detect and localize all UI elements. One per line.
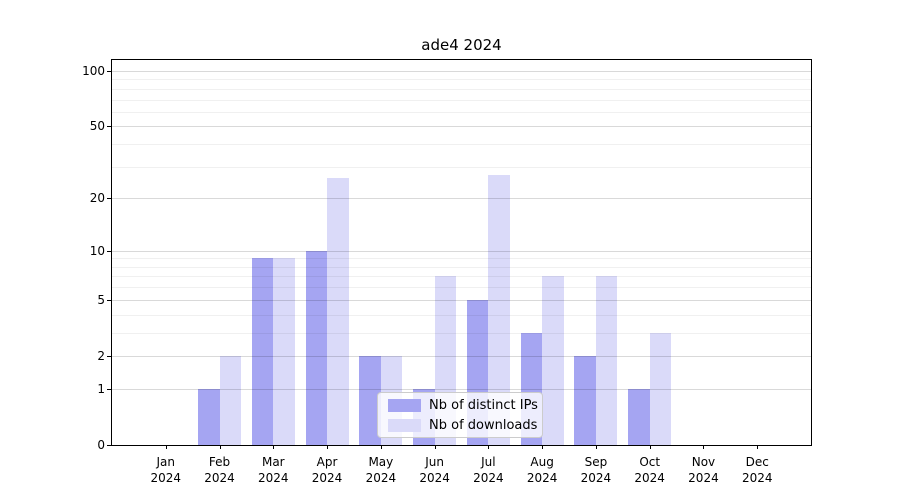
x-tick-mark (703, 445, 705, 449)
x-tick-label: Nov 2024 (688, 455, 719, 485)
y-tick-label: 5 (97, 292, 105, 307)
x-tick-mark (488, 445, 490, 449)
gridline-minor (112, 166, 811, 168)
gridline-major (112, 388, 811, 390)
bar-nb-of-downloads (649, 332, 672, 445)
x-tick-mark (165, 445, 167, 449)
legend-swatch-distinct-ips (388, 398, 421, 412)
y-tick-mark (107, 126, 111, 128)
ticks-layer: 0 1 2 5 10 20 50 100 Jan 2024 Feb 2024 Mar 2024 Apr 202… (82, 60, 811, 485)
x-tick-label: Jul 2024 (473, 455, 504, 485)
bar-nb-of-downloads (542, 276, 564, 445)
y-tick-mark (107, 250, 111, 252)
y-tick-mark (107, 70, 111, 72)
gridline-minor (112, 79, 811, 81)
gridline-major (112, 355, 811, 357)
grid-layer (112, 60, 811, 445)
gridline-major (112, 299, 811, 301)
x-tick-label: Sep 2024 (580, 455, 612, 485)
gridline-minor (112, 276, 811, 278)
plot-area: 0 1 2 5 10 20 50 100 Jan 2024 Feb 2024 Mar 2024 Apr 202… (82, 59, 812, 485)
bar-nb-of-downloads (219, 355, 242, 445)
x-tick-mark (542, 445, 544, 449)
gridline-major (112, 250, 811, 252)
bar-nb-of-distinct-ips (305, 250, 328, 445)
gridline-minor (112, 99, 811, 101)
y-tick-mark (107, 198, 111, 200)
y-tick-mark (107, 388, 111, 390)
x-tick-label: Jan 2024 (150, 455, 182, 485)
bar-nb-of-downloads (327, 177, 349, 445)
y-tick-label: 50 (89, 119, 105, 134)
bar-nb-of-distinct-ips (574, 355, 596, 445)
x-tick-mark (219, 445, 221, 449)
legend-row-downloads: Nb of downloads (378, 418, 542, 433)
x-tick-label: Feb 2024 (204, 455, 235, 485)
x-tick-label: Oct 2024 (634, 455, 665, 485)
gridline-minor (112, 88, 811, 90)
x-tick-label: Mar 2024 (258, 455, 289, 485)
bar-nb-of-distinct-ips (198, 388, 220, 445)
bar-nb-of-downloads (595, 276, 618, 445)
bar-nb-of-downloads (273, 258, 295, 445)
x-tick-label: Jun 2024 (419, 455, 450, 485)
x-tick-mark (757, 445, 759, 449)
y-tick-mark (107, 299, 111, 301)
legend: Nb of distinct IPs Nb of downloads (377, 392, 543, 438)
y-tick-label: 10 (89, 243, 105, 258)
x-tick-mark (434, 445, 436, 449)
gridline-minor (112, 287, 811, 289)
gridline-major (112, 198, 811, 200)
legend-swatch-downloads (388, 418, 421, 432)
bar-nb-of-distinct-ips (628, 388, 650, 445)
x-tick-label: Apr 2024 (311, 455, 343, 485)
gridline-minor (112, 111, 811, 113)
x-tick-mark (649, 445, 651, 449)
y-tick-label: 0 (97, 438, 105, 452)
gridline-minor (112, 144, 811, 146)
gridline-minor (112, 314, 811, 316)
gridline-minor (112, 258, 811, 260)
gridline-minor (112, 266, 811, 268)
x-tick-mark (327, 445, 329, 449)
x-tick-label: Aug 2024 (526, 455, 558, 485)
bar-nb-of-downloads (488, 174, 510, 445)
y-tick-label: 100 (82, 63, 105, 78)
gridline-minor (112, 332, 811, 334)
legend-label-distinct-ips: Nb of distinct IPs (429, 397, 538, 413)
legend-row-distinct-ips: Nb of distinct IPs (378, 398, 542, 413)
x-tick-mark (595, 445, 597, 449)
x-tick-label: Dec 2024 (741, 455, 773, 485)
x-tick-label: May 2024 (365, 455, 397, 485)
x-tick-mark (380, 445, 382, 449)
gridline-major (112, 70, 811, 72)
gridline-major (112, 126, 811, 128)
legend-label-downloads: Nb of downloads (429, 417, 538, 433)
bar-nb-of-distinct-ips (251, 258, 274, 445)
y-tick-mark (107, 445, 111, 446)
y-tick-mark (107, 355, 111, 357)
y-tick-label: 2 (97, 348, 105, 363)
chart-title: ade4 2024 (421, 36, 502, 54)
bar-nb-of-distinct-ips (359, 355, 381, 445)
y-tick-label: 1 (97, 381, 105, 396)
y-tick-label: 20 (89, 191, 105, 206)
x-tick-mark (273, 445, 275, 449)
